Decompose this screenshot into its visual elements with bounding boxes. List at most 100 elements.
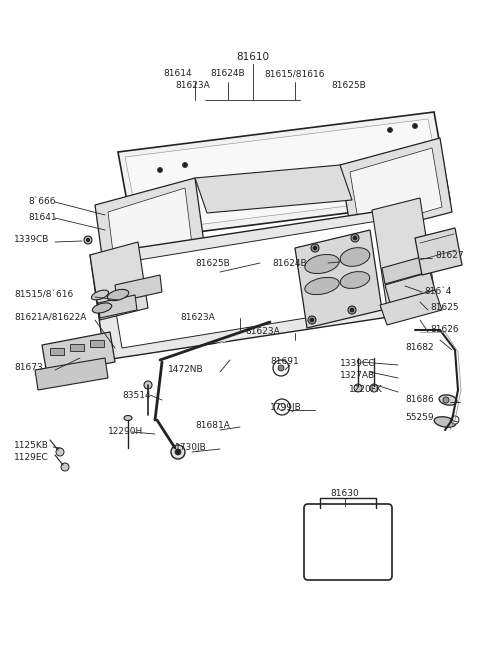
Circle shape [273, 360, 289, 376]
Polygon shape [372, 198, 435, 308]
Text: 81615/81616: 81615/81616 [265, 70, 325, 78]
Circle shape [412, 183, 418, 189]
Polygon shape [295, 230, 382, 328]
Polygon shape [340, 138, 452, 238]
Ellipse shape [91, 290, 108, 300]
Circle shape [443, 397, 449, 403]
Circle shape [351, 234, 359, 242]
Text: 1129EC: 1129EC [14, 453, 49, 463]
Circle shape [84, 236, 92, 244]
Text: 1339CB: 1339CB [14, 235, 49, 244]
Circle shape [278, 365, 284, 371]
Text: 81686: 81686 [405, 396, 434, 405]
Circle shape [412, 124, 418, 129]
Ellipse shape [391, 291, 409, 299]
Text: 1339CC: 1339CC [340, 359, 375, 367]
Text: 1220FK: 1220FK [349, 386, 383, 394]
Text: 81682: 81682 [405, 344, 433, 353]
Text: 8`666: 8`666 [28, 198, 56, 206]
Bar [50, 348, 64, 355]
Circle shape [354, 384, 362, 392]
Text: 81641: 81641 [28, 214, 57, 223]
Polygon shape [380, 290, 442, 325]
Circle shape [311, 244, 319, 252]
Ellipse shape [101, 305, 119, 315]
Ellipse shape [92, 303, 112, 313]
Circle shape [451, 416, 459, 424]
Polygon shape [42, 332, 115, 375]
Circle shape [175, 449, 181, 455]
Text: 816`4: 816`4 [424, 288, 451, 296]
Text: 81691: 81691 [270, 357, 299, 367]
Polygon shape [90, 205, 435, 360]
Text: 81625: 81625 [430, 304, 458, 313]
Text: 81515/8`616: 81515/8`616 [14, 290, 73, 300]
Text: 81625B: 81625B [332, 81, 366, 91]
Text: 81627: 81627 [435, 250, 464, 260]
Polygon shape [118, 112, 450, 240]
Text: 1730JB: 1730JB [175, 443, 207, 451]
Ellipse shape [434, 417, 456, 427]
Ellipse shape [305, 277, 339, 294]
Circle shape [157, 168, 163, 173]
Circle shape [86, 238, 89, 242]
Bar [90, 340, 104, 347]
Text: 81673: 81673 [14, 363, 43, 373]
Polygon shape [382, 256, 428, 284]
Text: 1472NB: 1472NB [168, 365, 204, 374]
Circle shape [182, 162, 188, 168]
Text: 12290H: 12290H [108, 428, 143, 436]
Polygon shape [195, 165, 352, 213]
Circle shape [350, 308, 354, 312]
Polygon shape [108, 188, 192, 268]
Circle shape [387, 127, 393, 133]
Text: 1799JB: 1799JB [270, 403, 302, 413]
Polygon shape [95, 178, 205, 278]
Polygon shape [115, 275, 162, 302]
Ellipse shape [305, 254, 339, 273]
Text: 81621A/81622A: 81621A/81622A [14, 313, 86, 321]
Polygon shape [90, 242, 148, 320]
Ellipse shape [108, 289, 129, 301]
Circle shape [308, 316, 316, 324]
Text: 83514: 83514 [122, 390, 151, 399]
Polygon shape [385, 272, 435, 303]
Text: 81625B: 81625B [195, 258, 230, 267]
Bar [70, 344, 84, 351]
Circle shape [310, 318, 314, 322]
Text: 81630: 81630 [331, 489, 360, 499]
Circle shape [144, 381, 152, 389]
Ellipse shape [124, 415, 132, 420]
Circle shape [387, 187, 393, 193]
Text: 81623A: 81623A [180, 313, 215, 321]
Polygon shape [415, 228, 462, 275]
Ellipse shape [439, 395, 457, 405]
Text: 81610: 81610 [237, 52, 269, 62]
Text: 1327AB: 1327AB [340, 371, 375, 380]
Text: 1125KB: 1125KB [14, 440, 49, 449]
Polygon shape [105, 238, 365, 310]
Circle shape [171, 445, 185, 459]
Text: 81681A: 81681A [195, 420, 230, 430]
Polygon shape [125, 119, 443, 232]
Circle shape [348, 306, 356, 314]
Polygon shape [108, 217, 416, 348]
Text: 81626: 81626 [430, 325, 458, 334]
Circle shape [278, 403, 286, 411]
Text: 81623A: 81623A [245, 327, 280, 336]
Circle shape [370, 384, 378, 392]
Circle shape [353, 236, 357, 240]
Text: 81624B: 81624B [272, 258, 307, 267]
Polygon shape [35, 358, 108, 390]
Text: 55259: 55259 [405, 413, 433, 422]
Text: 81614: 81614 [164, 70, 192, 78]
Polygon shape [350, 148, 442, 231]
Ellipse shape [406, 301, 424, 309]
Circle shape [313, 246, 317, 250]
Ellipse shape [340, 271, 370, 288]
Text: 81624B: 81624B [211, 70, 245, 78]
Circle shape [61, 463, 69, 471]
Ellipse shape [340, 248, 370, 266]
Circle shape [56, 448, 64, 456]
Text: 81623A: 81623A [176, 81, 210, 91]
